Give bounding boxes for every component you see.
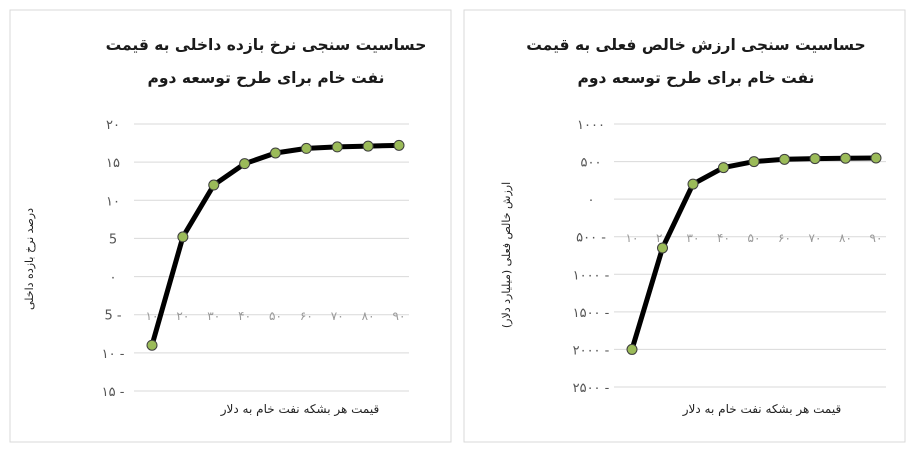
npv-x-tick-label: ۱۰ bbox=[626, 231, 639, 245]
npv-y-tick-label: ۵۰۰ bbox=[581, 156, 602, 171]
irr-y-tick-label: ۱۵ bbox=[106, 156, 120, 171]
npv-x-tick-label: ۶۰ bbox=[778, 231, 791, 245]
npv-x-tick-label: ۴۰ bbox=[717, 231, 730, 245]
npv-y-tick-label: ۱۰۰۰ bbox=[577, 118, 605, 133]
npv-data-point bbox=[779, 153, 790, 165]
npv-y-tick-label: ۲۰۰۰ - bbox=[573, 343, 610, 358]
npv-y-tick-label: ۱۰۰۰ - bbox=[573, 268, 610, 283]
irr-y-tick-label: ۰ bbox=[110, 271, 117, 286]
npv-data-point bbox=[626, 343, 638, 355]
irr-chart-title-line-2: نفت خام برای طرح توسعه دوم bbox=[148, 69, 385, 87]
npv-data-point bbox=[718, 162, 729, 174]
irr-data-point bbox=[270, 147, 281, 159]
irr-x-tick-label: ۳۰ bbox=[207, 309, 220, 323]
irr-x-axis-label: قیمت هر بشکه نفت خام به دلار bbox=[220, 402, 379, 417]
npv-data-point bbox=[840, 152, 851, 164]
irr-x-tick-label: ۸۰ bbox=[362, 309, 375, 323]
npv-data-point bbox=[809, 153, 821, 165]
irr-data-point bbox=[331, 141, 343, 153]
npv-gridlines bbox=[614, 123, 886, 388]
irr-y-tick-label: ۱۰ bbox=[106, 194, 120, 209]
npv-data-point bbox=[870, 152, 882, 164]
irr-y-tick-label: ۱۵ - bbox=[102, 385, 125, 400]
irr-x-tick-label: ۱۰ bbox=[146, 309, 159, 323]
npv-y-tick-labels: ۱۰۰۰ ۵۰۰ ۰ ۵۰۰ - ۱۰۰۰ - ۱۵۰۰ - ۲۰۰۰ - ۲۵۰۰ - bbox=[573, 118, 610, 396]
irr-x-tick-label: ۲۰ bbox=[176, 309, 189, 323]
irr-y-tick-label: 5 bbox=[109, 232, 117, 247]
npv-y-tick-label: ۵۰۰ - bbox=[576, 231, 606, 246]
irr-data-point bbox=[239, 158, 251, 170]
irr-data-point bbox=[208, 179, 220, 191]
npv-data-point bbox=[657, 242, 668, 254]
npv-data-point bbox=[687, 178, 699, 190]
irr-y-tick-label: ۱۰ - bbox=[102, 347, 125, 362]
irr-gridlines bbox=[134, 123, 409, 392]
irr-chart-title-line-1: حساسیت سنجی نرخ بازده داخلی به قیمت bbox=[106, 36, 427, 54]
irr-y-tick-labels: ۲۰ ۱۵ ۱۰ 5 ۰ 5 - ۱۰ - ۱۵ - bbox=[102, 118, 125, 400]
npv-x-tick-label: ۵۰ bbox=[748, 231, 761, 245]
irr-data-point bbox=[300, 142, 312, 154]
irr-data-point bbox=[393, 139, 405, 151]
npv-series-points bbox=[626, 152, 882, 355]
npv-data-point bbox=[748, 156, 760, 168]
irr-chart-frame bbox=[9, 9, 452, 443]
irr-y-axis-label: درصد نرخ بازده داخلی bbox=[23, 208, 36, 310]
npv-chart-title-line-2: نفت خام برای طرح توسعه دوم bbox=[578, 69, 815, 87]
npv-x-tick-label: ۸۰ bbox=[839, 231, 852, 245]
npv-x-tick-label: ۷۰ bbox=[809, 231, 822, 245]
npv-x-tick-label: ۳۰ bbox=[687, 231, 700, 245]
irr-x-tick-label: ۹۰ bbox=[393, 309, 406, 323]
irr-data-point bbox=[146, 339, 158, 351]
irr-chart-panel: ۱۰ ۲۰ ۳۰ ۴۰ ۵۰ ۶۰ ۷۰ ۸۰ ۹۰ ۲۰ ۱۵ ۱۰ 5 ۰ 5 - ۱۰ - ۱۵ - ح… bbox=[9, 9, 452, 443]
npv-x-tick-label: ۹۰ bbox=[870, 231, 883, 245]
irr-x-tick-label: ۵۰ bbox=[269, 309, 282, 323]
npv-x-axis-label: قیمت هر بشکه نفت خام به دلار bbox=[682, 402, 841, 417]
irr-x-tick-label: ۷۰ bbox=[331, 309, 344, 323]
irr-data-point bbox=[362, 140, 374, 152]
irr-data-point bbox=[177, 231, 189, 243]
irr-x-tick-label: ۴۰ bbox=[238, 309, 251, 323]
npv-y-tick-label: ۰ bbox=[588, 193, 595, 208]
npv-y-tick-label: ۲۵۰۰ - bbox=[573, 381, 610, 396]
npv-y-tick-label: ۱۵۰۰ - bbox=[573, 306, 610, 321]
irr-x-tick-label: ۶۰ bbox=[300, 309, 313, 323]
irr-series-points bbox=[146, 139, 405, 351]
irr-y-tick-label: 5 - bbox=[104, 309, 121, 324]
irr-y-tick-label: ۲۰ bbox=[106, 118, 120, 133]
irr-x-tick-labels: ۱۰ ۲۰ ۳۰ ۴۰ ۵۰ ۶۰ ۷۰ ۸۰ ۹۰ bbox=[146, 309, 406, 323]
npv-chart-frame bbox=[463, 9, 906, 443]
npv-chart-title-line-1: حساسیت سنجی ارزش خالص فعلی به قیمت bbox=[526, 36, 865, 54]
npv-y-axis-label: ارزش خالص فعلی (میلیارد دلار) bbox=[500, 182, 513, 328]
